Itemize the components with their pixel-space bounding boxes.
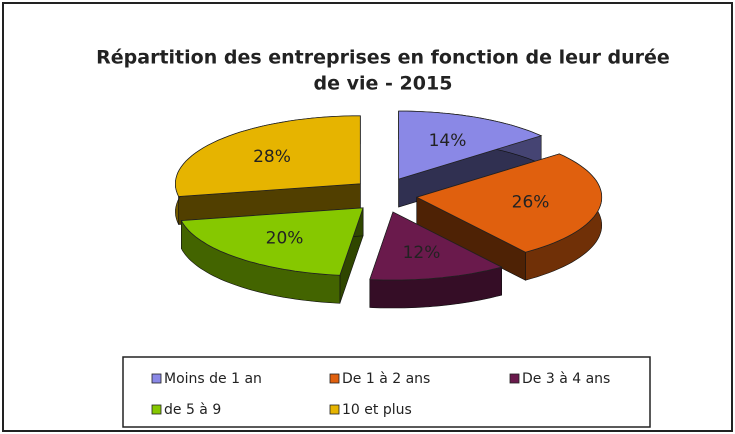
data-label: 14% bbox=[429, 131, 467, 151]
data-label: 20% bbox=[266, 229, 304, 249]
data-label: 12% bbox=[403, 243, 441, 263]
legend-swatch bbox=[329, 404, 340, 415]
legend-swatch bbox=[509, 373, 520, 384]
legend-label: De 1 à 2 ans bbox=[342, 371, 430, 387]
data-label: 26% bbox=[512, 192, 550, 212]
chart-title: Répartition des entreprises en fonction … bbox=[96, 47, 670, 69]
slice bbox=[398, 110, 543, 180]
slice bbox=[175, 115, 361, 197]
legend-label: Moins de 1 an bbox=[164, 371, 262, 387]
slice bbox=[180, 207, 364, 276]
slice bbox=[415, 153, 603, 253]
legend-label: 10 et plus bbox=[342, 402, 412, 418]
legend-label: de 5 à 9 bbox=[164, 402, 221, 418]
legend-swatch bbox=[151, 373, 162, 384]
data-label: 28% bbox=[253, 147, 291, 167]
legend-swatch bbox=[151, 404, 162, 415]
chart-title-line: de vie - 2015 bbox=[314, 73, 453, 95]
legend-box bbox=[122, 356, 651, 428]
legend-label: De 3 à 4 ans bbox=[522, 371, 610, 387]
legend-swatch bbox=[329, 373, 340, 384]
slice bbox=[369, 211, 503, 281]
